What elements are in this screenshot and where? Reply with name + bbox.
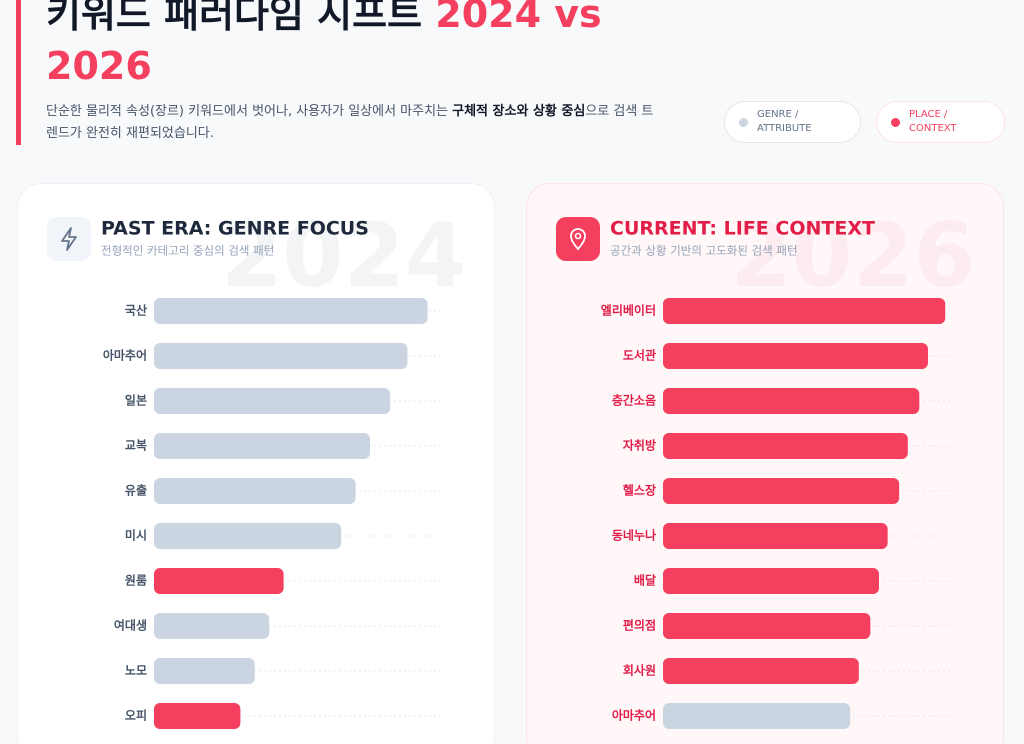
- bar: [154, 343, 408, 369]
- bar: [154, 523, 342, 549]
- chart-subtitle: 전형적인 카테고리 중심의 검색 패턴: [101, 244, 274, 258]
- bar: [154, 298, 428, 324]
- chart-title: CURRENT: LIFE CONTEXT: [610, 218, 875, 240]
- category-label: 여대생: [114, 618, 147, 633]
- desc-bold: 구체적 장소와 상황 중심: [452, 104, 586, 119]
- bar: [663, 298, 946, 324]
- bar: [154, 478, 356, 504]
- category-label: 편의점: [623, 618, 656, 633]
- icon-pin: [570, 228, 586, 251]
- category-label: 헬스장: [623, 483, 656, 498]
- bar: [154, 433, 370, 459]
- category-label: 일본: [125, 394, 147, 408]
- icon-box: [47, 217, 91, 261]
- bar: [663, 343, 928, 369]
- legend-pill: PLACE / CONTEXT: [876, 101, 1005, 143]
- page-title: 키워드 패러다임 시프트 2024 vs 2026: [46, 0, 686, 92]
- title-accent: 2024 vs 2026: [46, 0, 602, 88]
- accent-bar: [16, 0, 21, 145]
- category-label: 미시: [125, 528, 147, 543]
- watermark: 2026: [730, 204, 975, 307]
- desc-text: 으로 검색 트렌드가 완전히 재편되었습니다.: [46, 104, 654, 141]
- legend-line: GENRE /: [757, 109, 799, 120]
- category-label: 원룸: [125, 573, 147, 588]
- legend-line: CONTEXT: [909, 123, 957, 134]
- category-label: 층간소음: [612, 393, 656, 408]
- bar: [154, 703, 241, 729]
- legend-text: PLACE / CONTEXT: [909, 108, 957, 136]
- category-label: 국산: [125, 303, 147, 318]
- category-label: 엘리베이터: [601, 303, 656, 318]
- chart: 2024 PAST ERA: GENRE FOCUS 전형적인 카테고리 중심의 …: [47, 204, 466, 729]
- bar: [154, 568, 284, 594]
- category-label: 아마추어: [103, 348, 147, 363]
- category-label: 노모: [125, 664, 147, 678]
- category-label: 아마추어: [612, 708, 656, 723]
- icon-bolt: [61, 227, 77, 251]
- legend-line: ATTRIBUTE: [757, 123, 812, 134]
- bar: [663, 613, 871, 639]
- category-label: 유출: [125, 483, 147, 498]
- chart-subtitle: 공간과 상황 기반의 고도화된 검색 패턴: [610, 244, 798, 258]
- category-label: 오피: [125, 708, 147, 723]
- watermark: 2024: [221, 204, 466, 307]
- legend-line: PLACE /: [909, 109, 948, 120]
- category-label: 회사원: [623, 663, 656, 678]
- desc-text: 단순한 물리적 속성(장르) 키워드에서 벗어나, 사용자가 일상에서 마주치는: [46, 104, 453, 119]
- bar: [154, 613, 270, 639]
- icon-pin-dot: [574, 232, 582, 240]
- description: 단순한 물리적 속성(장르) 키워드에서 벗어나, 사용자가 일상에서 마주치는…: [46, 101, 656, 145]
- category-label: 동네누나: [612, 528, 656, 543]
- bar: [663, 478, 900, 504]
- bar: [154, 658, 255, 684]
- bar: [663, 523, 888, 549]
- bar: [663, 568, 879, 594]
- chart: 2026 CURRENT: LIFE CONTEXT 공간과 상황 기반의 고도화…: [556, 204, 975, 729]
- bar: [663, 703, 851, 729]
- category-label: 배달: [634, 573, 656, 588]
- bar: [663, 433, 908, 459]
- bar: [663, 388, 920, 414]
- chart-card: 2026 CURRENT: LIFE CONTEXT 공간과 상황 기반의 고도화…: [526, 183, 1004, 744]
- category-label: 도서관: [623, 348, 656, 363]
- legend-dot: [739, 117, 748, 127]
- category-label: 자취방: [623, 438, 656, 453]
- category-label: 교복: [125, 439, 147, 453]
- bar: [154, 388, 391, 414]
- legend-dot: [891, 117, 900, 127]
- title-main: 키워드 패러다임 시프트: [46, 0, 423, 36]
- legend-pill: GENRE / ATTRIBUTE: [724, 101, 861, 143]
- legend-text: GENRE / ATTRIBUTE: [757, 108, 812, 136]
- bar: [663, 658, 859, 684]
- chart-title: PAST ERA: GENRE FOCUS: [101, 218, 369, 240]
- chart-card: 2024 PAST ERA: GENRE FOCUS 전형적인 카테고리 중심의 …: [17, 183, 495, 744]
